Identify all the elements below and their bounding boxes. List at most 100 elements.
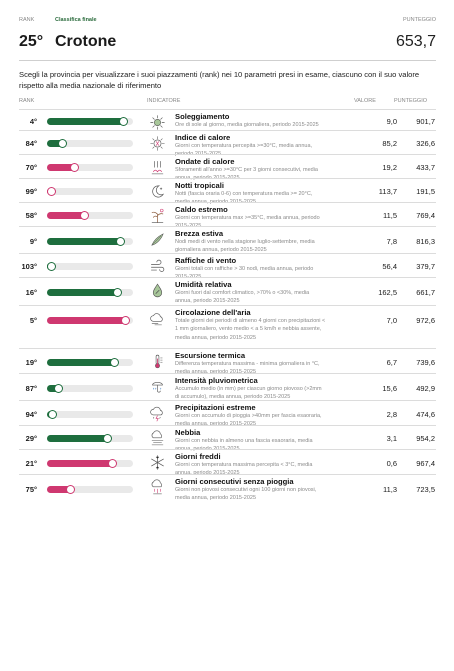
rank-bar-knob — [108, 459, 117, 468]
indicator-value: 11,3 — [382, 485, 397, 494]
rank-bar-fill — [47, 486, 74, 493]
moon-icon — [149, 183, 166, 200]
indicator-value: 162,5 — [378, 288, 397, 297]
indicator-title: Notti tropicali — [175, 181, 224, 190]
indicator-title: Intensità pluviometrica — [175, 376, 258, 385]
row-rank: 4° — [29, 117, 37, 126]
rank-bar-knob — [58, 139, 67, 148]
rank-bar-fill — [47, 289, 121, 296]
rank-bar-knob — [47, 262, 56, 271]
table-header: RANK INDICATORE VALORE PUNTEGGIO — [19, 98, 436, 108]
rank-bar — [47, 187, 133, 196]
indicator-score: 326,6 — [416, 139, 435, 148]
row-rank: 94° — [25, 410, 37, 419]
indicator-description: Differenza temperatura massima - minima … — [175, 361, 320, 376]
indicator-row[interactable]: 9° Brezza estiva Nodi medi di vento nella … — [19, 226, 436, 253]
indicator-table: 4° Soleggiamento Ore di sole al giorno, me… — [19, 109, 436, 502]
rank-bar-fill — [47, 238, 124, 245]
row-rank: 21° — [25, 459, 37, 468]
indicator-score: 972,6 — [416, 316, 435, 325]
indicator-row[interactable]: 4° Soleggiamento Ore di sole al giorno, me… — [19, 109, 436, 130]
snowflake-icon — [149, 454, 166, 471]
rank-bar-knob — [66, 485, 75, 494]
indicator-row[interactable]: 84° Indice di calore Giorni con temperatur… — [19, 130, 436, 157]
indicator-value: 0,6 — [386, 459, 397, 468]
indicator-row[interactable]: 16° Umidità relativa Giorni fuori dal comf… — [19, 277, 436, 305]
indicator-row[interactable]: 103° Raffiche di vento Giorni totali con r… — [19, 253, 436, 280]
column-indicator: INDICATORE — [147, 98, 181, 104]
indicator-description: Giorni fuori dal comfort climatico, >70%… — [175, 290, 310, 305]
indicator-row[interactable]: 87° Intensità pluviometrica Accumulo medio… — [19, 373, 436, 400]
rank-bar-fill — [47, 435, 111, 442]
rank-label: RANK — [19, 17, 35, 23]
wind-gust-icon — [149, 258, 166, 275]
rank-bar-knob — [113, 288, 122, 297]
indicator-description: Ore di sole al giorno, media giornaliera… — [175, 122, 319, 128]
indicator-title: Giorni consecutivi senza pioggia — [175, 477, 294, 486]
column-rank: RANK — [19, 98, 35, 104]
rank-bar — [47, 316, 133, 325]
rank-bar — [47, 237, 133, 246]
rank-bar-knob — [103, 434, 112, 443]
rank-bar-fill — [47, 317, 129, 324]
indicator-row[interactable]: 99° Notti tropicali Notti (fascia oraria 0… — [19, 178, 436, 205]
indicator-row[interactable]: 19° Escursione termica Differenza temperat… — [19, 348, 436, 375]
rank-bar — [47, 262, 133, 271]
indicator-value: 2,8 — [386, 410, 397, 419]
rank-bar-knob — [70, 163, 79, 172]
breeze-icon — [149, 231, 166, 248]
score-label: PUNTEGGIO — [402, 17, 436, 23]
rank-bar-knob — [119, 117, 128, 126]
rank-bar — [47, 358, 133, 367]
indicator-row[interactable]: 94° Precipitazioni estreme Giorni con accu… — [19, 400, 436, 427]
indicator-title: Nebbia — [175, 428, 201, 437]
rank-bar — [47, 211, 133, 220]
rank-bar-fill — [47, 164, 78, 171]
indicator-score: 433,7 — [416, 163, 435, 172]
indicator-row[interactable]: 5° Circolazione dell'aria Totale giorni de… — [19, 305, 436, 348]
indicator-value: 85,2 — [382, 139, 397, 148]
rank-bar-fill — [47, 140, 66, 147]
heat-index-icon — [149, 135, 166, 152]
rank-bar — [47, 434, 133, 443]
indicator-title: Escursione termica — [175, 351, 246, 360]
row-rank: 70° — [25, 163, 37, 172]
storm-cloud-icon — [149, 405, 166, 422]
rank-bar-fill — [47, 212, 88, 219]
row-rank: 99° — [25, 187, 37, 196]
indicator-value: 56,4 — [382, 262, 397, 271]
indicator-score: 661,7 — [416, 288, 435, 297]
header-divider — [19, 60, 436, 61]
indicator-row[interactable]: 21° Giorni freddi Giorni con temperatura m… — [19, 449, 436, 476]
indicator-title: Umidità relativa — [175, 280, 232, 289]
indicator-row[interactable]: 70° Ondate di calore Sforamenti all'anno >… — [19, 154, 436, 181]
indicator-score: 379,7 — [416, 262, 435, 271]
column-value: VALORE — [354, 98, 376, 104]
indicator-score: 474,6 — [416, 410, 435, 419]
indicator-value: 6,7 — [386, 358, 397, 367]
province-name[interactable]: Crotone — [55, 33, 117, 50]
row-rank: 5° — [29, 316, 37, 325]
province-header: 25° Crotone 653,7 — [19, 33, 436, 59]
indicator-title: Brezza estiva — [175, 229, 224, 238]
indicator-row[interactable]: 58° Caldo estremo Giorni con temperatura m… — [19, 202, 436, 229]
rank-bar-knob — [110, 358, 119, 367]
rank-bar-fill — [47, 359, 118, 366]
indicator-row[interactable]: 29° Nebbia Giorni con nebbia in almeno una… — [19, 425, 436, 452]
overall-score: 653,7 — [395, 33, 436, 50]
indicator-description: Nodi medi di vento nella stagione luglio… — [175, 239, 315, 254]
indicator-score: 967,4 — [416, 459, 435, 468]
row-rank: 19° — [25, 358, 37, 367]
indicator-score: 723,5 — [416, 485, 435, 494]
indicator-title: Giorni freddi — [175, 452, 221, 461]
rank-bar-knob — [54, 384, 63, 393]
indicator-row[interactable]: 75° Giorni consecutivi senza pioggia Giorn… — [19, 474, 436, 502]
classification-label: Classifica finale — [55, 17, 97, 23]
row-rank: 29° — [25, 434, 37, 443]
dry-cloud-icon — [149, 479, 166, 496]
sun-icon — [149, 114, 166, 131]
rank-bar — [47, 117, 133, 126]
column-score: PUNTEGGIO — [394, 98, 428, 104]
rank-bar-knob — [47, 187, 56, 196]
rain-gauge-icon — [149, 378, 166, 395]
